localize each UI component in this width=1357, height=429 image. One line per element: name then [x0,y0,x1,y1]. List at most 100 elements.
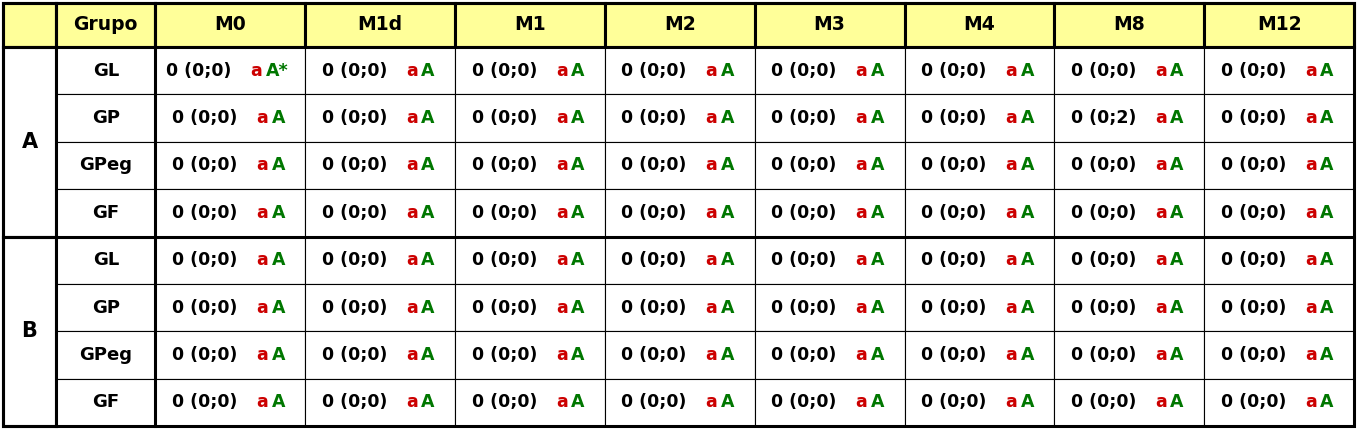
Bar [56,47,156,94]
Text: a: a [706,157,718,175]
Text: 0 (0;0): 0 (0;0) [1221,346,1286,364]
Text: 0 (0;0): 0 (0;0) [322,299,387,317]
Text: A: A [271,251,285,269]
Text: A: A [421,299,434,317]
Text: a: a [1155,251,1167,269]
Text: a: a [706,299,718,317]
Text: 0 (0;0): 0 (0;0) [1071,62,1136,80]
Text: M12: M12 [1257,15,1301,34]
Text: a: a [1006,62,1018,80]
Text: A: A [871,251,885,269]
Text: 0 (0;0): 0 (0;0) [166,62,231,80]
Text: a: a [256,157,269,175]
Text: 0 (0;0): 0 (0;0) [322,346,387,364]
Bar [1204,94,1354,142]
Bar [455,379,605,426]
Text: 0 (0;0): 0 (0;0) [172,346,237,364]
Bar [605,3,754,47]
Text: a: a [1155,157,1167,175]
Text: A: A [871,204,885,222]
Text: A: A [571,62,585,80]
Text: 0 (0;0): 0 (0;0) [1071,251,1136,269]
Bar [754,236,905,284]
Text: 0 (0;0): 0 (0;0) [172,251,237,269]
Text: 0 (0;0): 0 (0;0) [471,393,537,411]
Bar [605,331,754,379]
Text: 0 (0;0): 0 (0;0) [1221,393,1286,411]
Text: a: a [1155,393,1167,411]
Text: A: A [571,346,585,364]
Text: A: A [721,251,734,269]
Bar [305,189,455,236]
Bar [905,142,1054,189]
Text: 0 (0;0): 0 (0;0) [921,109,987,127]
Bar [754,284,905,331]
Text: A: A [721,299,734,317]
Text: a: a [1006,251,1018,269]
Text: M0: M0 [214,15,246,34]
Text: A: A [871,109,885,127]
Text: GF: GF [92,393,119,411]
Bar [1054,3,1204,47]
Bar [455,94,605,142]
Text: 0 (0;0): 0 (0;0) [771,157,836,175]
Text: 0 (0;0): 0 (0;0) [1221,62,1286,80]
Text: a: a [855,157,867,175]
Text: GP: GP [92,109,119,127]
Bar [156,3,305,47]
Text: A: A [571,299,585,317]
Bar [305,47,455,94]
Text: A: A [421,251,434,269]
Text: a: a [1305,299,1316,317]
Text: 0 (0;0): 0 (0;0) [1071,204,1136,222]
Bar [156,236,305,284]
Text: A: A [1020,204,1034,222]
Text: A: A [1320,62,1334,80]
Text: GL: GL [92,62,119,80]
Text: M2: M2 [664,15,696,34]
Text: B: B [22,321,38,341]
Text: Grupo: Grupo [73,15,138,34]
Text: 0 (0;0): 0 (0;0) [471,251,537,269]
Bar [754,3,905,47]
Text: 0 (0;0): 0 (0;0) [471,346,537,364]
Text: a: a [706,393,718,411]
Text: 0 (0;0): 0 (0;0) [1071,157,1136,175]
Bar [1054,331,1204,379]
Text: 0 (0;0): 0 (0;0) [1221,109,1286,127]
Bar [905,3,1054,47]
Text: a: a [1006,204,1018,222]
Text: A: A [1020,109,1034,127]
Text: a: a [250,62,262,80]
Bar [56,142,156,189]
Text: 0 (0;0): 0 (0;0) [471,62,537,80]
Text: A: A [721,62,734,80]
Text: A: A [271,299,285,317]
Bar [56,379,156,426]
Text: a: a [855,109,867,127]
Text: 0 (0;0): 0 (0;0) [471,299,537,317]
Bar [156,284,305,331]
Text: A: A [571,393,585,411]
Text: 0 (0;0): 0 (0;0) [471,109,537,127]
Text: 0 (0;0): 0 (0;0) [622,251,687,269]
Text: A: A [871,393,885,411]
Bar [305,331,455,379]
Bar [305,142,455,189]
Bar [56,3,156,47]
Bar [605,189,754,236]
Text: A: A [421,157,434,175]
Text: A: A [1170,109,1183,127]
Bar [156,189,305,236]
Bar [156,379,305,426]
Text: A: A [1020,157,1034,175]
Text: A: A [721,346,734,364]
Text: 0 (0;0): 0 (0;0) [322,109,387,127]
Text: A: A [871,299,885,317]
Bar [754,189,905,236]
Bar [156,47,305,94]
Bar [1054,47,1204,94]
Text: 0 (0;0): 0 (0;0) [622,346,687,364]
Text: a: a [1006,393,1018,411]
Text: 0 (0;0): 0 (0;0) [322,157,387,175]
